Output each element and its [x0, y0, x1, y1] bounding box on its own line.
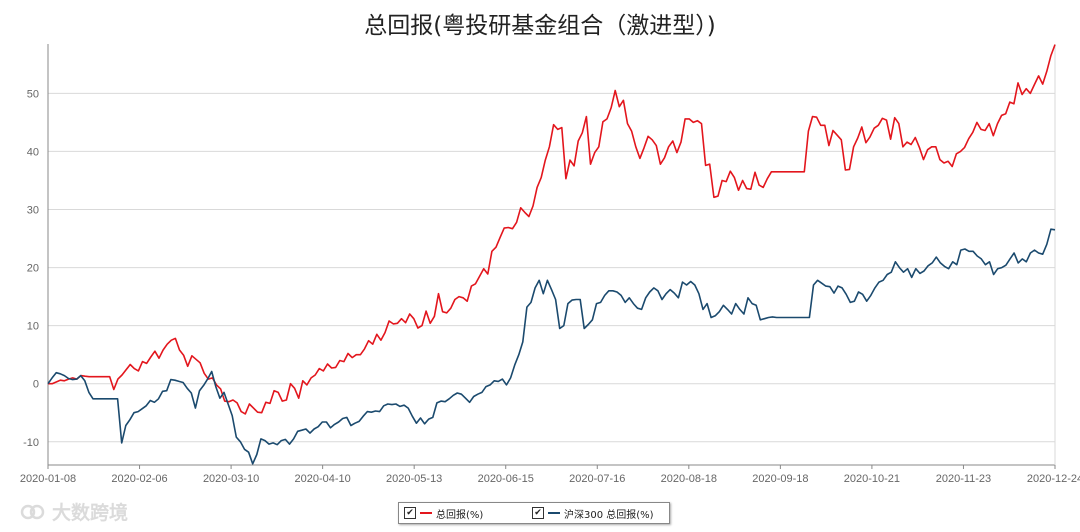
x-tick-label: 2020-06-15 — [478, 473, 534, 485]
legend-swatch-blue — [548, 512, 560, 514]
x-tick-label: 2020-11-23 — [936, 473, 991, 485]
x-tick-label: 2020-05-13 — [386, 473, 442, 485]
x-tick-label: 2020-01-08 — [20, 473, 76, 485]
y-tick-label: 20 — [27, 263, 39, 275]
y-tick-labels: -10 0 10 20 30 40 50 — [23, 88, 39, 448]
series-lines — [47, 44, 1056, 465]
y-tick-label: 40 — [27, 146, 39, 158]
watermark-text: 大数跨境 — [52, 502, 129, 524]
y-tick-label: 0 — [33, 379, 39, 391]
x-tick-label: 2020-04-10 — [294, 473, 350, 485]
legend-label: 沪深300 总回报(%) — [564, 509, 654, 521]
x-tick-label: 2020-08-18 — [661, 473, 717, 485]
y-tick-label: -10 — [23, 437, 39, 449]
y-tick-label: 30 — [27, 204, 39, 216]
chart-title: 总回报(粤投研基金组合（激进型）) — [364, 13, 716, 39]
legend-swatch-red — [420, 512, 432, 514]
x-tick-label: 2020-02-06 — [111, 473, 167, 485]
y-tick-label: 10 — [27, 321, 39, 333]
watermark: 大数跨境 — [20, 498, 128, 525]
watermark-logo-icon — [20, 504, 45, 519]
y-tick-label: 50 — [27, 88, 39, 100]
legend-item-total-return[interactable]: ✔ 总回报(%) — [404, 506, 484, 521]
axes — [47, 44, 1056, 469]
legend-label: 总回报(%) — [436, 509, 484, 521]
checkbox-icon[interactable]: ✔ — [404, 507, 416, 519]
checkbox-icon[interactable]: ✔ — [532, 507, 544, 519]
x-tick-labels: 2020-01-08 2020-02-06 2020-03-10 2020-04-10… — [20, 473, 1080, 485]
x-tick-label: 2020-07-16 — [569, 473, 625, 485]
x-tick-label: 2020-09-18 — [752, 473, 808, 485]
legend-item-csi300-return[interactable]: ✔ 沪深300 总回报(%) — [532, 506, 654, 521]
x-tick-label: 2020-03-10 — [203, 473, 259, 485]
x-tick-label: 2020-12-24 — [1027, 473, 1080, 485]
series-line-csi300-return — [47, 228, 1056, 465]
x-tick-label: 2020-10-21 — [844, 473, 900, 485]
chart-legend: ✔ 总回报(%) ✔ 沪深300 总回报(%) — [398, 502, 670, 524]
series-line-total-return — [48, 44, 1056, 415]
